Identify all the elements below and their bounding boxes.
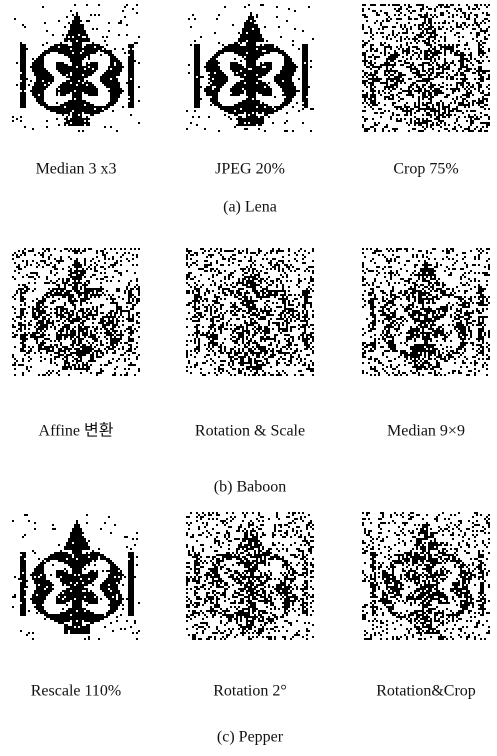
- watermark-image: [12, 4, 140, 132]
- watermark-image: [12, 248, 140, 376]
- panel-label: Median 3 x3: [36, 161, 117, 178]
- watermark-image: [186, 248, 314, 376]
- group-caption: (c) Pepper: [217, 729, 284, 746]
- panel-label: Median 9×9: [387, 423, 465, 440]
- group-caption: (b) Baboon: [214, 479, 286, 496]
- watermark-image: [186, 512, 314, 640]
- watermark-image: [186, 4, 314, 132]
- panel-label: Affine 변환: [39, 422, 114, 440]
- watermark-image: [362, 4, 490, 132]
- panel-label: JPEG 20%: [215, 161, 285, 178]
- panel-label: Rotation 2°: [213, 683, 287, 700]
- watermark-image: [362, 512, 490, 640]
- watermark-image: [362, 248, 490, 376]
- panel-label: Rescale 110%: [31, 683, 121, 700]
- figure: Median 3 x3 JPEG 20% Crop 75% (a) Lena Affin…: [0, 0, 497, 756]
- group-caption: (a) Lena: [223, 199, 277, 216]
- watermark-image: [12, 514, 140, 640]
- panel-label: Rotation & Scale: [195, 423, 305, 440]
- panel-label: Crop 75%: [393, 161, 458, 178]
- panel-label: Rotation&Crop: [376, 683, 476, 700]
